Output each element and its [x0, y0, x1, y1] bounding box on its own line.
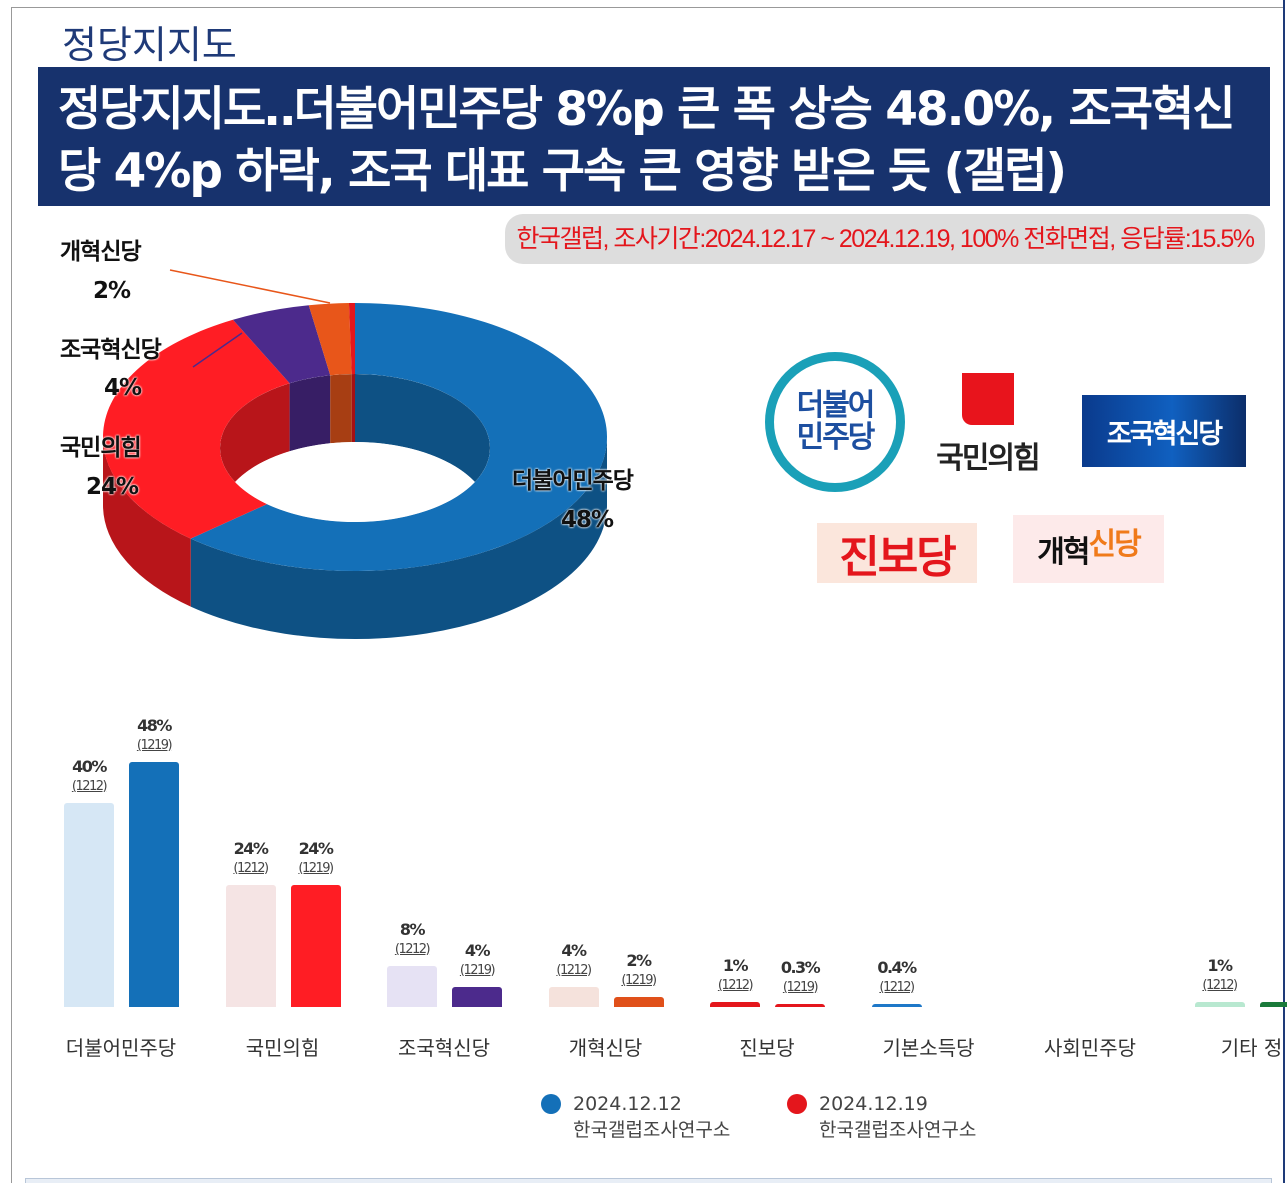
bar-category-label: 더불어민주당 [65, 1036, 177, 1060]
bar [129, 762, 179, 1007]
bar-value-label: 48% [137, 716, 172, 736]
legend-curr-date: 2024.12.19 [819, 1093, 928, 1115]
donut-slice-1 [103, 319, 290, 539]
donut-inner-wall-2 [289, 375, 331, 452]
bar-category-label: 조국혁신당 [398, 1036, 490, 1060]
pie-label-ppp: 국민의힘 [60, 435, 142, 461]
legend-dot-prev [541, 1094, 561, 1114]
bar [710, 1001, 760, 1007]
pie-label-democratic: 더불어민주당 [512, 468, 634, 494]
ppp-logo-text: 국민의힘 [936, 440, 1040, 476]
donut-slice-3 [308, 303, 352, 376]
bar-sample-size: (1212) [717, 977, 754, 993]
leader-line-1 [192, 332, 243, 368]
bar-sample-size: (1212) [233, 860, 269, 876]
bar-sample-size: (1219) [136, 738, 173, 754]
bar [64, 803, 114, 1007]
bar-category-label: 사회민주당 [1044, 1036, 1136, 1060]
bar-value-label: 24% [233, 838, 269, 858]
donut-side-0 [190, 437, 608, 639]
bar-sample-size: (1219) [782, 980, 819, 995]
bar-sample-size: (1212) [1202, 977, 1238, 993]
pie-value-democratic: 48% [561, 507, 614, 533]
rebuilding-logo-text: 조국혁신당 [1106, 418, 1223, 450]
legend-curr: 2024.12.19 한국갤럽조사연구소 [819, 1091, 976, 1143]
bar [548, 986, 599, 1007]
bar-value-label: 0.3% [780, 958, 821, 977]
pie-value-rebuilding: 4% [104, 375, 142, 401]
rebuilding-party-logo: 조국혁신당 [1082, 395, 1246, 467]
bar-value-label: 1% [722, 955, 749, 975]
pie-value-ppp: 24% [86, 474, 139, 500]
bar [613, 996, 664, 1007]
reform-logo-text-a: 개혁 [1037, 535, 1090, 570]
legend-prev-date: 2024.12.12 [573, 1093, 682, 1115]
bar [871, 1004, 922, 1007]
donut-inner-wall-3 [330, 374, 352, 444]
bar-category-label: 개혁신당 [568, 1036, 643, 1060]
bar-category-label: 국민의힘 [245, 1036, 320, 1060]
donut-side-1 [103, 437, 191, 607]
ppp-logo-mark [961, 372, 1014, 425]
progressive-logo-text: 진보당 [839, 532, 956, 583]
pie-label-reform: 개혁신당 [60, 239, 142, 265]
bar [452, 986, 502, 1007]
bar-sample-size: (1212) [556, 962, 592, 978]
bar-value-label: 1% [1207, 955, 1233, 975]
reform-logo-text-b: 신당 [1088, 527, 1142, 562]
legend-dot-curr [787, 1094, 807, 1114]
bar-sample-size: (1219) [621, 972, 657, 988]
legend-curr-source: 한국갤럽조사연구소 [819, 1119, 977, 1141]
legend-prev-source: 한국갤럽조사연구소 [573, 1119, 731, 1141]
bar-value-label: 0.4% [877, 958, 917, 977]
bar-value-label: 8% [399, 920, 426, 940]
bar-category-label: 기본소득당 [882, 1036, 975, 1060]
donut-inner-wall-4 [351, 374, 355, 443]
donut-slice-4 [348, 303, 355, 375]
bar-sample-size: (1219) [459, 962, 496, 978]
bar-value-label: 24% [298, 838, 334, 858]
leader-line-0 [169, 269, 331, 304]
section-title: 정당지지도 [62, 23, 237, 67]
bar-value-label: 4% [561, 940, 587, 960]
bar-value-label: 4% [464, 940, 491, 960]
bar [225, 884, 276, 1007]
survey-info: 한국갤럽, 조사기간:2024.12.17 ~ 2024.12.19, 100%… [505, 214, 1265, 264]
bar-sample-size: (1212) [394, 942, 431, 958]
donut-hole [220, 442, 490, 522]
democratic-logo-text: 더불어 민주당 [796, 388, 876, 455]
bar [290, 884, 341, 1007]
donut-chart [103, 269, 608, 639]
bar-category-label: 기타 정 [1220, 1036, 1283, 1060]
bar [1194, 1001, 1245, 1007]
bar [387, 966, 437, 1007]
reform-party-logo: 개혁 신당 [1013, 515, 1164, 583]
bar-value-label: 40% [72, 757, 107, 776]
bar [1259, 1002, 1287, 1007]
bar-category-label: 진보당 [739, 1036, 795, 1060]
pie-label-rebuilding: 조국혁신당 [60, 337, 162, 363]
donut-slice-2 [232, 305, 331, 384]
donut-slice-0 [190, 303, 608, 571]
bar-sample-size: (1219) [298, 860, 334, 876]
democratic-party-logo: 더불어 민주당 [765, 352, 905, 492]
donut-inner-wall-1 [220, 383, 290, 522]
headline: 정당지지도‥더불어민주당 8%p 큰 폭 상승 48.0%, 조국혁신당 4%p… [38, 67, 1270, 206]
bar [775, 1004, 825, 1007]
right-border [1283, 0, 1285, 1183]
bar-sample-size: (1212) [71, 779, 108, 794]
legend-prev: 2024.12.12 한국갤럽조사연구소 [573, 1091, 730, 1143]
donut-inner-wall-0 [266, 374, 490, 522]
bottom-bar [25, 1178, 1272, 1183]
bar-sample-size: (1212) [879, 980, 915, 995]
ppp-logo: 국민의힘 [920, 372, 1055, 477]
progressive-party-logo: 진보당 [817, 523, 977, 583]
pie-value-reform: 2% [93, 278, 131, 304]
bar-value-label: 2% [626, 950, 652, 970]
